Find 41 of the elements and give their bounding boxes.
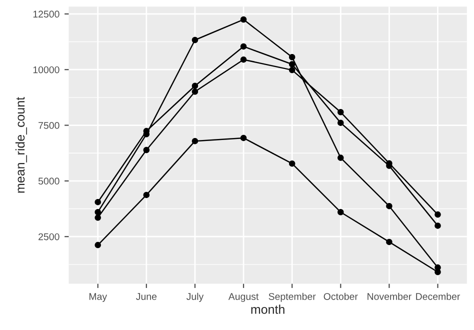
- point: [338, 109, 344, 116]
- y-tick-label: 7500: [38, 122, 60, 129]
- y-tick-label: 12500: [33, 10, 60, 18]
- y-tick-label: 5000: [38, 178, 60, 185]
- point: [240, 16, 247, 23]
- y-axis-title: mean_ride_count: [15, 96, 28, 193]
- x-tick-label: July: [186, 292, 204, 302]
- point: [94, 242, 101, 248]
- point: [192, 36, 198, 44]
- x-tick-label: September: [268, 292, 316, 302]
- x-tick-label: May: [89, 293, 108, 302]
- x-tick-label: November: [368, 292, 412, 300]
- x-tick-label: August: [228, 293, 259, 302]
- point: [434, 222, 441, 229]
- point: [192, 138, 198, 144]
- point: [94, 214, 101, 221]
- point: [288, 61, 296, 68]
- point: [192, 82, 198, 89]
- point: [143, 192, 150, 198]
- y-tick-label: 2500: [38, 233, 60, 240]
- x-tick-label: October: [324, 292, 358, 300]
- point: [288, 66, 296, 74]
- point: [240, 43, 247, 50]
- point: [192, 88, 198, 95]
- point: [240, 56, 247, 63]
- point: [434, 268, 441, 276]
- point: [288, 54, 296, 60]
- y-tick-label: 10000: [33, 66, 60, 74]
- point: [434, 211, 441, 218]
- x-axis-title: month: [251, 304, 284, 314]
- point: [143, 146, 150, 154]
- x-tick-label: December: [416, 292, 460, 300]
- point: [288, 160, 296, 167]
- point: [338, 120, 344, 126]
- point: [386, 202, 392, 210]
- x-tick-label: June: [136, 293, 157, 300]
- point: [386, 238, 392, 246]
- point: [240, 134, 247, 142]
- point: [338, 154, 344, 161]
- point: [94, 198, 101, 206]
- point: [338, 208, 344, 216]
